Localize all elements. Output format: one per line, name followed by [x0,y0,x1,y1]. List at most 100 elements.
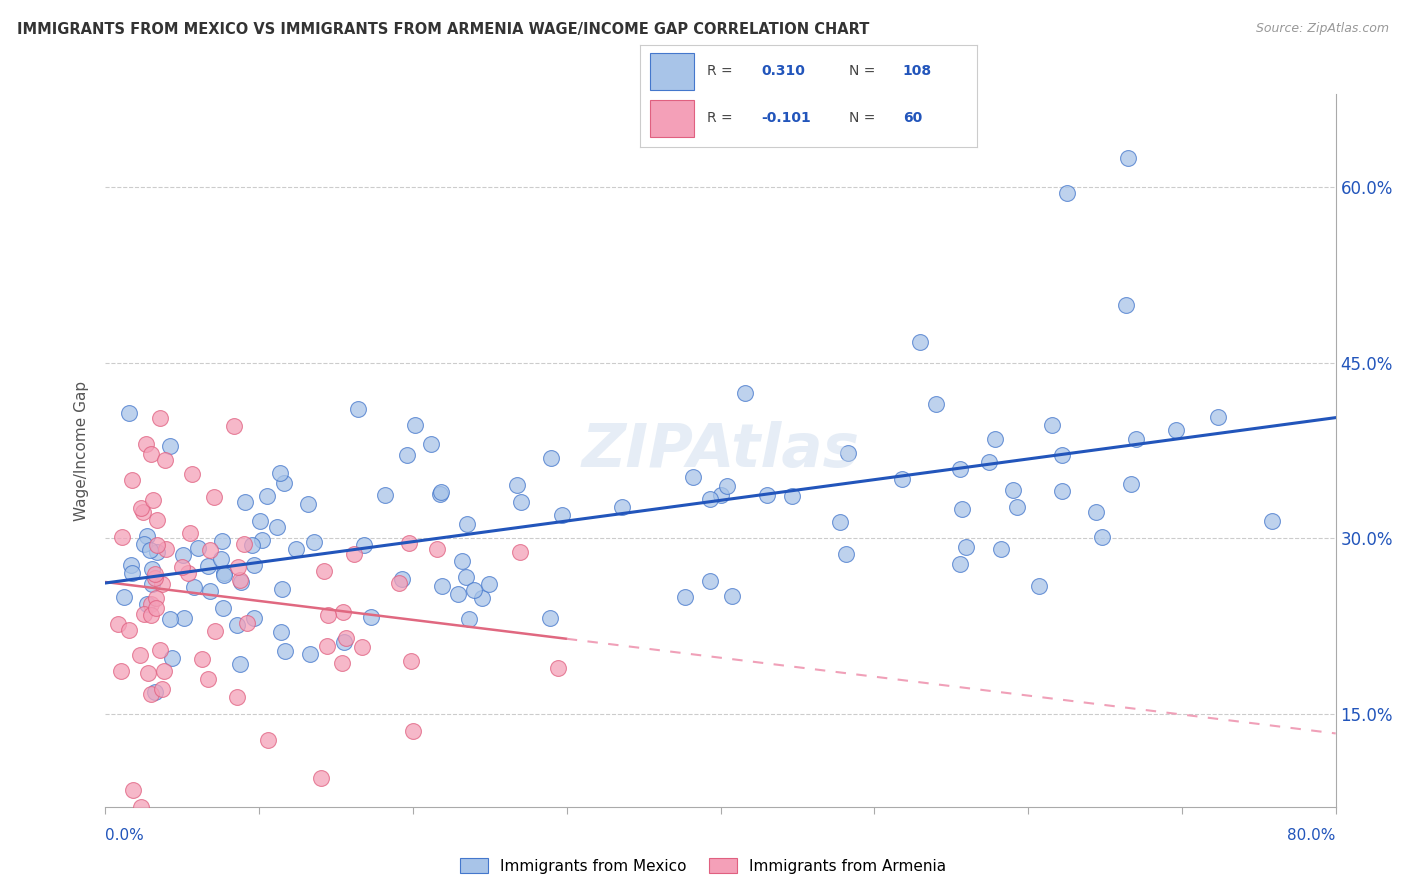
Point [755,488,778,502]
Point [510,495,533,509]
Point [197,672,219,686]
Point [398,536,420,550]
Text: 60: 60 [903,112,922,126]
Point [226,560,249,574]
Point [145,538,167,552]
Point [179,525,201,540]
Point [256,489,278,503]
Point [1005,500,1028,515]
Point [270,625,292,640]
Point [430,485,453,500]
Point [138,542,160,557]
Point [198,583,221,598]
Point [121,473,143,487]
Point [1115,298,1137,312]
Legend: Immigrants from Mexico, Immigrants from Armenia: Immigrants from Mexico, Immigrants from … [454,852,952,880]
Point [212,567,235,582]
Point [152,664,174,678]
Point [297,497,319,511]
Point [891,472,914,486]
Point [734,385,756,400]
Point [132,607,155,621]
Point [316,607,339,622]
Point [120,558,142,572]
Text: 0.310: 0.310 [761,64,806,78]
Text: IMMIGRANTS FROM MEXICO VS IMMIGRANTS FROM ARMENIA WAGE/INCOME GAP CORRELATION CH: IMMIGRANTS FROM MEXICO VS IMMIGRANTS FRO… [17,22,869,37]
Point [250,533,273,547]
Text: Source: ZipAtlas.com: Source: ZipAtlas.com [1256,22,1389,36]
Point [834,547,856,561]
Point [132,505,155,519]
Point [360,610,382,624]
Point [837,445,859,459]
Point [1208,409,1230,424]
Point [172,548,194,562]
Point [285,542,308,557]
Point [159,612,181,626]
Point [456,570,478,584]
Point [236,615,259,630]
Point [699,492,721,507]
Point [274,644,297,658]
Point [984,432,1007,446]
Point [402,724,425,739]
Point [682,470,704,484]
Point [270,582,292,597]
Point [202,490,225,504]
Point [1042,417,1064,432]
Point [118,406,141,420]
Text: R =: R = [707,64,733,78]
Point [979,454,1001,468]
Point [209,552,232,566]
Point [145,571,167,585]
Point [233,494,256,508]
Point [463,582,485,597]
Point [159,439,181,453]
Point [211,600,233,615]
Point [1125,432,1147,446]
Point [243,611,266,625]
Point [949,461,972,475]
Point [332,634,354,648]
Point [1119,477,1142,491]
Point [538,610,561,624]
Point [242,558,264,572]
Point [190,652,212,666]
Text: 80.0%: 80.0% [1288,828,1336,843]
Point [229,573,252,587]
Text: -0.101: -0.101 [761,112,811,126]
Point [266,520,288,534]
Point [226,618,249,632]
Point [149,411,172,425]
Point [211,534,233,549]
Point [716,479,738,493]
Point [249,515,271,529]
Point [374,488,396,502]
Point [129,500,152,515]
Point [673,590,696,604]
Point [129,800,152,814]
Point [1056,186,1078,200]
Point [720,589,742,603]
Point [181,467,204,481]
Point [229,575,252,590]
Point [426,542,449,557]
Point [240,538,263,552]
Point [302,535,325,549]
Point [699,574,721,588]
Point [145,601,167,615]
Point [420,437,443,451]
Point [141,577,163,591]
Point [197,558,219,573]
Point [451,554,474,568]
Point [173,611,195,625]
Point [1166,423,1188,437]
Point [149,643,172,657]
Point [145,513,167,527]
Point [150,681,173,696]
Point [112,590,135,604]
Point [141,562,163,576]
Point [135,436,157,450]
Point [429,487,451,501]
Point [269,467,291,481]
